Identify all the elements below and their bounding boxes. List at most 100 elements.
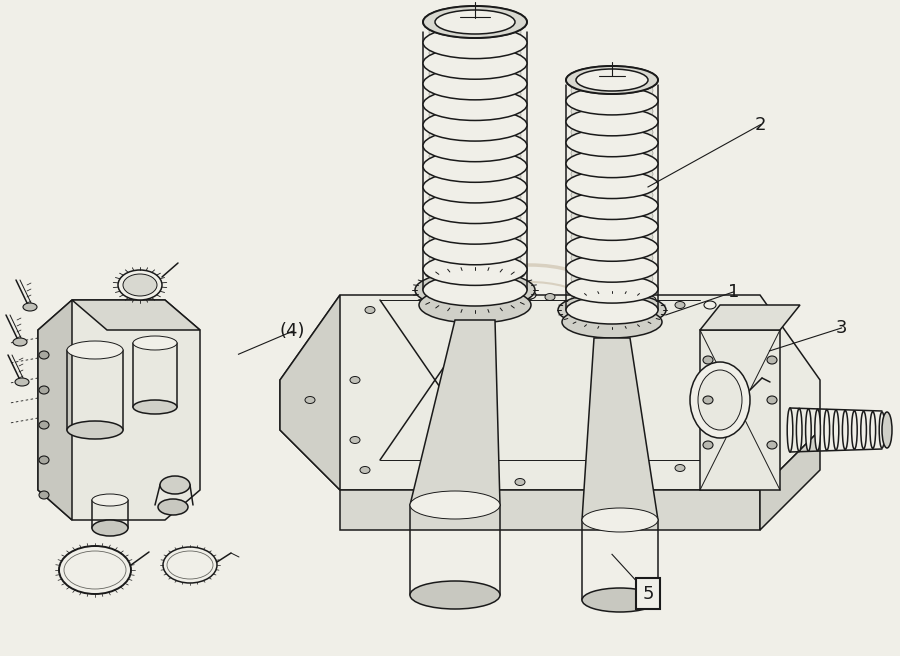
Polygon shape [700, 330, 780, 490]
Text: 1: 1 [728, 283, 739, 301]
Ellipse shape [571, 99, 653, 123]
Ellipse shape [429, 18, 521, 47]
Ellipse shape [571, 287, 653, 312]
Ellipse shape [571, 141, 653, 165]
Ellipse shape [39, 351, 49, 359]
Ellipse shape [571, 225, 653, 249]
Ellipse shape [429, 163, 521, 191]
Ellipse shape [562, 306, 662, 338]
Polygon shape [72, 300, 200, 330]
Polygon shape [340, 490, 760, 530]
Ellipse shape [558, 293, 666, 327]
Ellipse shape [423, 89, 527, 121]
Text: 5: 5 [643, 584, 653, 603]
Ellipse shape [571, 204, 653, 228]
Ellipse shape [429, 60, 521, 87]
Ellipse shape [39, 491, 49, 499]
Ellipse shape [420, 265, 640, 415]
Ellipse shape [730, 312, 740, 319]
Ellipse shape [118, 270, 162, 300]
Ellipse shape [767, 356, 777, 364]
Ellipse shape [39, 421, 49, 429]
Ellipse shape [566, 87, 658, 115]
Ellipse shape [92, 494, 128, 506]
Ellipse shape [571, 183, 653, 207]
Ellipse shape [703, 356, 713, 364]
Ellipse shape [485, 293, 495, 300]
Ellipse shape [423, 6, 527, 38]
Polygon shape [280, 295, 820, 490]
Ellipse shape [13, 338, 27, 346]
Ellipse shape [824, 409, 830, 451]
Ellipse shape [92, 520, 128, 536]
Ellipse shape [423, 150, 527, 182]
Ellipse shape [545, 293, 555, 300]
Ellipse shape [566, 213, 658, 240]
Ellipse shape [566, 296, 658, 324]
Ellipse shape [566, 275, 658, 303]
Ellipse shape [425, 297, 435, 304]
Ellipse shape [415, 271, 535, 309]
Ellipse shape [767, 441, 777, 449]
Ellipse shape [675, 464, 685, 472]
Ellipse shape [429, 204, 521, 232]
Ellipse shape [566, 150, 658, 178]
Ellipse shape [582, 588, 658, 612]
Polygon shape [410, 320, 500, 505]
Ellipse shape [584, 293, 596, 301]
Ellipse shape [419, 287, 531, 323]
Ellipse shape [566, 129, 658, 157]
Ellipse shape [882, 412, 892, 448]
Ellipse shape [429, 224, 521, 253]
Polygon shape [582, 338, 658, 520]
Ellipse shape [423, 233, 527, 265]
Ellipse shape [796, 409, 802, 451]
Ellipse shape [163, 547, 217, 583]
Ellipse shape [23, 303, 37, 311]
Ellipse shape [515, 478, 525, 485]
Ellipse shape [566, 66, 658, 94]
Ellipse shape [429, 266, 521, 294]
Ellipse shape [423, 47, 527, 79]
Ellipse shape [305, 396, 315, 403]
Ellipse shape [566, 254, 658, 282]
Ellipse shape [675, 302, 685, 308]
Ellipse shape [59, 546, 131, 594]
Polygon shape [38, 300, 200, 520]
Ellipse shape [39, 456, 49, 464]
Ellipse shape [423, 6, 527, 38]
Ellipse shape [703, 441, 713, 449]
Ellipse shape [167, 551, 213, 579]
Ellipse shape [750, 327, 760, 333]
Ellipse shape [806, 409, 811, 451]
Ellipse shape [410, 491, 500, 519]
Ellipse shape [423, 253, 527, 285]
Ellipse shape [429, 39, 521, 67]
Ellipse shape [704, 301, 716, 309]
Ellipse shape [879, 412, 885, 448]
Ellipse shape [435, 10, 515, 34]
Ellipse shape [365, 306, 375, 314]
Ellipse shape [160, 476, 190, 494]
Ellipse shape [435, 476, 445, 483]
Ellipse shape [123, 274, 157, 296]
Ellipse shape [133, 400, 177, 414]
Ellipse shape [595, 474, 605, 482]
Ellipse shape [571, 120, 653, 144]
Ellipse shape [423, 171, 527, 203]
Ellipse shape [767, 396, 777, 404]
Polygon shape [38, 300, 72, 520]
Ellipse shape [788, 408, 793, 452]
Ellipse shape [566, 192, 658, 220]
Ellipse shape [644, 296, 656, 304]
Ellipse shape [429, 101, 521, 129]
Ellipse shape [814, 409, 821, 451]
Ellipse shape [851, 411, 857, 449]
Ellipse shape [410, 581, 500, 609]
Ellipse shape [350, 436, 360, 443]
Ellipse shape [571, 162, 653, 186]
Ellipse shape [454, 293, 466, 301]
Ellipse shape [423, 212, 527, 244]
Ellipse shape [582, 508, 658, 532]
Ellipse shape [429, 80, 521, 108]
